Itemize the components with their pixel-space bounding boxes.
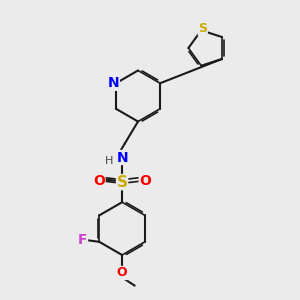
- Text: S: S: [198, 22, 207, 35]
- Text: H: H: [105, 155, 114, 166]
- Text: O: O: [93, 174, 105, 188]
- Text: S: S: [117, 175, 128, 190]
- Text: N: N: [116, 151, 128, 164]
- Text: F: F: [78, 233, 88, 247]
- Text: O: O: [139, 174, 151, 188]
- Text: N: N: [108, 76, 119, 90]
- Text: O: O: [117, 266, 128, 280]
